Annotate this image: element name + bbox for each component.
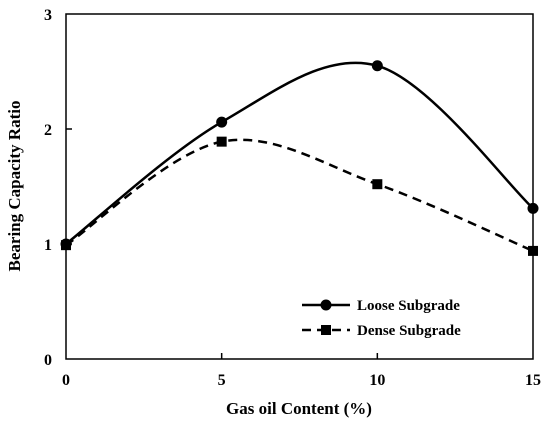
data-point-loose-subgrade <box>527 202 539 214</box>
series-layer <box>60 60 539 256</box>
plot-area <box>65 13 534 360</box>
x-tick-label: 5 <box>218 372 226 389</box>
data-point-loose-subgrade <box>216 116 228 128</box>
legend: Loose Subgrade Dense Subgrade <box>302 298 461 339</box>
y-tick-label: 0 <box>44 352 52 369</box>
x-axis-title: Gas oil Content (%) <box>226 399 372 418</box>
data-point-dense-subgrade <box>372 179 383 190</box>
series-line-loose-subgrade <box>65 61 534 245</box>
x-tick-label: 15 <box>525 372 541 389</box>
y-axis-title: Bearing Capacity Ratio <box>5 101 24 272</box>
series-line-dense-subgrade <box>65 138 534 253</box>
x-tick-label: 10 <box>369 372 385 389</box>
y-axis-ticks: 0 1 2 3 <box>44 7 72 369</box>
data-point-dense-subgrade <box>61 240 71 251</box>
x-tick-label: 0 <box>62 372 70 389</box>
data-point-dense-subgrade <box>216 136 227 147</box>
legend-label-loose: Loose Subgrade <box>357 298 460 314</box>
y-tick-label: 2 <box>44 122 52 139</box>
y-tick-label: 3 <box>44 7 52 24</box>
x-axis-ticks: 0 5 10 15 <box>62 353 541 389</box>
data-point-dense-subgrade <box>528 245 538 256</box>
data-point-loose-subgrade <box>371 60 383 72</box>
legend-marker-dense <box>321 325 331 335</box>
plot-frame <box>65 13 534 360</box>
legend-marker-loose <box>320 299 332 311</box>
legend-label-dense: Dense Subgrade <box>357 323 461 339</box>
y-tick-label: 1 <box>44 237 52 254</box>
